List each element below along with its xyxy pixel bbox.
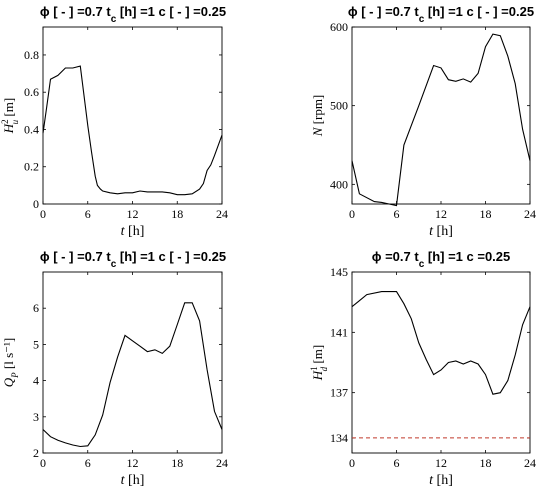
x-tick-label: 24 — [524, 456, 536, 470]
chart-title: ϕ [ - ] =0.7 tc [h] =1 c [ - ] =0.25 — [348, 4, 534, 25]
y-tick-label: 4 — [33, 374, 39, 388]
series-line — [42, 302, 223, 448]
x-tick-label: 0 — [349, 207, 355, 221]
y-tick-label: 141 — [330, 325, 348, 339]
y-axis-label: QP [l s⁻¹] — [1, 338, 20, 387]
x-tick-label: 6 — [85, 207, 91, 221]
x-tick-label: 18 — [480, 456, 492, 470]
y-axis-label: H1d [m] — [309, 345, 329, 381]
series-line — [351, 33, 531, 207]
y-tick-label: 0.2 — [24, 160, 39, 174]
y-tick-label: 0.4 — [24, 122, 39, 136]
y-axis-label: N [rpm] — [310, 95, 325, 138]
x-axis-label: t [h] — [429, 224, 453, 239]
x-tick-label: 18 — [171, 456, 183, 470]
plot-frame — [42, 271, 223, 454]
y-tick-label: 2 — [33, 446, 39, 460]
series-line — [42, 65, 223, 196]
x-tick-label: 6 — [394, 207, 400, 221]
x-tick-label: 12 — [435, 456, 447, 470]
x-tick-label: 18 — [171, 207, 183, 221]
x-axis-label: t [h] — [121, 224, 145, 239]
y-tick-label: 3 — [33, 410, 39, 424]
chart-title: ϕ =0.7 tc [h] =1 c =0.25 — [372, 249, 511, 270]
x-tick-label: 6 — [85, 456, 91, 470]
x-tick-label: 0 — [349, 456, 355, 470]
y-tick-label: 0.6 — [24, 85, 39, 99]
x-tick-label: 12 — [127, 456, 139, 470]
plot-frame — [42, 26, 223, 205]
x-tick-label: 0 — [40, 207, 46, 221]
y-tick-label: 137 — [330, 386, 348, 400]
y-tick-label: 0.8 — [24, 48, 39, 62]
x-tick-label: 6 — [394, 456, 400, 470]
y-tick-label: 600 — [330, 20, 348, 34]
y-tick-label: 400 — [330, 177, 348, 191]
x-tick-label: 12 — [127, 207, 139, 221]
x-tick-label: 24 — [216, 207, 228, 221]
x-tick-label: 24 — [216, 456, 228, 470]
x-tick-label: 24 — [524, 207, 536, 221]
x-axis-label: t [h] — [429, 473, 453, 488]
y-tick-label: 5 — [33, 337, 39, 351]
y-axis-label: H2u [m] — [0, 98, 20, 134]
x-tick-label: 18 — [480, 207, 492, 221]
y-tick-label: 145 — [330, 265, 348, 279]
y-tick-label: 134 — [330, 431, 348, 445]
x-axis-label: t [h] — [121, 473, 145, 488]
y-tick-label: 0 — [33, 197, 39, 211]
chart-title: ϕ [ - ] =0.7 tc [h] =1 c [ - ] =0.25 — [40, 4, 226, 25]
y-tick-label: 500 — [330, 99, 348, 113]
y-tick-label: 6 — [33, 301, 39, 315]
plot-frame — [351, 26, 531, 205]
x-tick-label: 0 — [40, 456, 46, 470]
series-line — [351, 291, 531, 395]
chart-title: ϕ [ - ] =0.7 tc [h] =1 c [ - ] =0.25 — [40, 249, 226, 270]
plot-frame — [351, 271, 531, 454]
x-tick-label: 12 — [435, 207, 447, 221]
